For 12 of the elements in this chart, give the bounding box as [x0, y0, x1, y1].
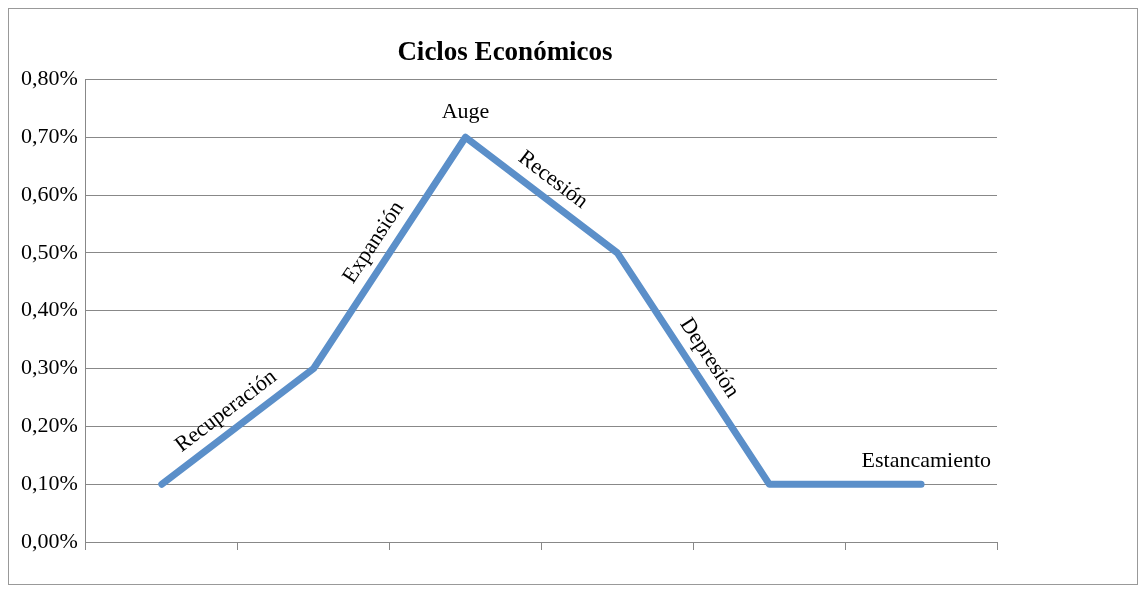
annotation: Estancamiento — [861, 446, 992, 472]
y-tick-label: 0,20% — [21, 412, 78, 438]
y-tick-label: 0,10% — [21, 469, 78, 495]
y-tick-label: 0,30% — [21, 354, 78, 380]
y-tick-label: 0,00% — [21, 527, 78, 553]
y-tick-label: 0,40% — [21, 296, 78, 322]
y-tick-label: 0,80% — [21, 65, 78, 91]
chart-title: Ciclos Económicos — [397, 36, 613, 67]
y-tick-label: 0,50% — [21, 238, 78, 264]
annotation: Auge — [441, 98, 490, 124]
y-tick-label: 0,60% — [21, 180, 78, 206]
y-tick-label: 0,70% — [21, 123, 78, 149]
